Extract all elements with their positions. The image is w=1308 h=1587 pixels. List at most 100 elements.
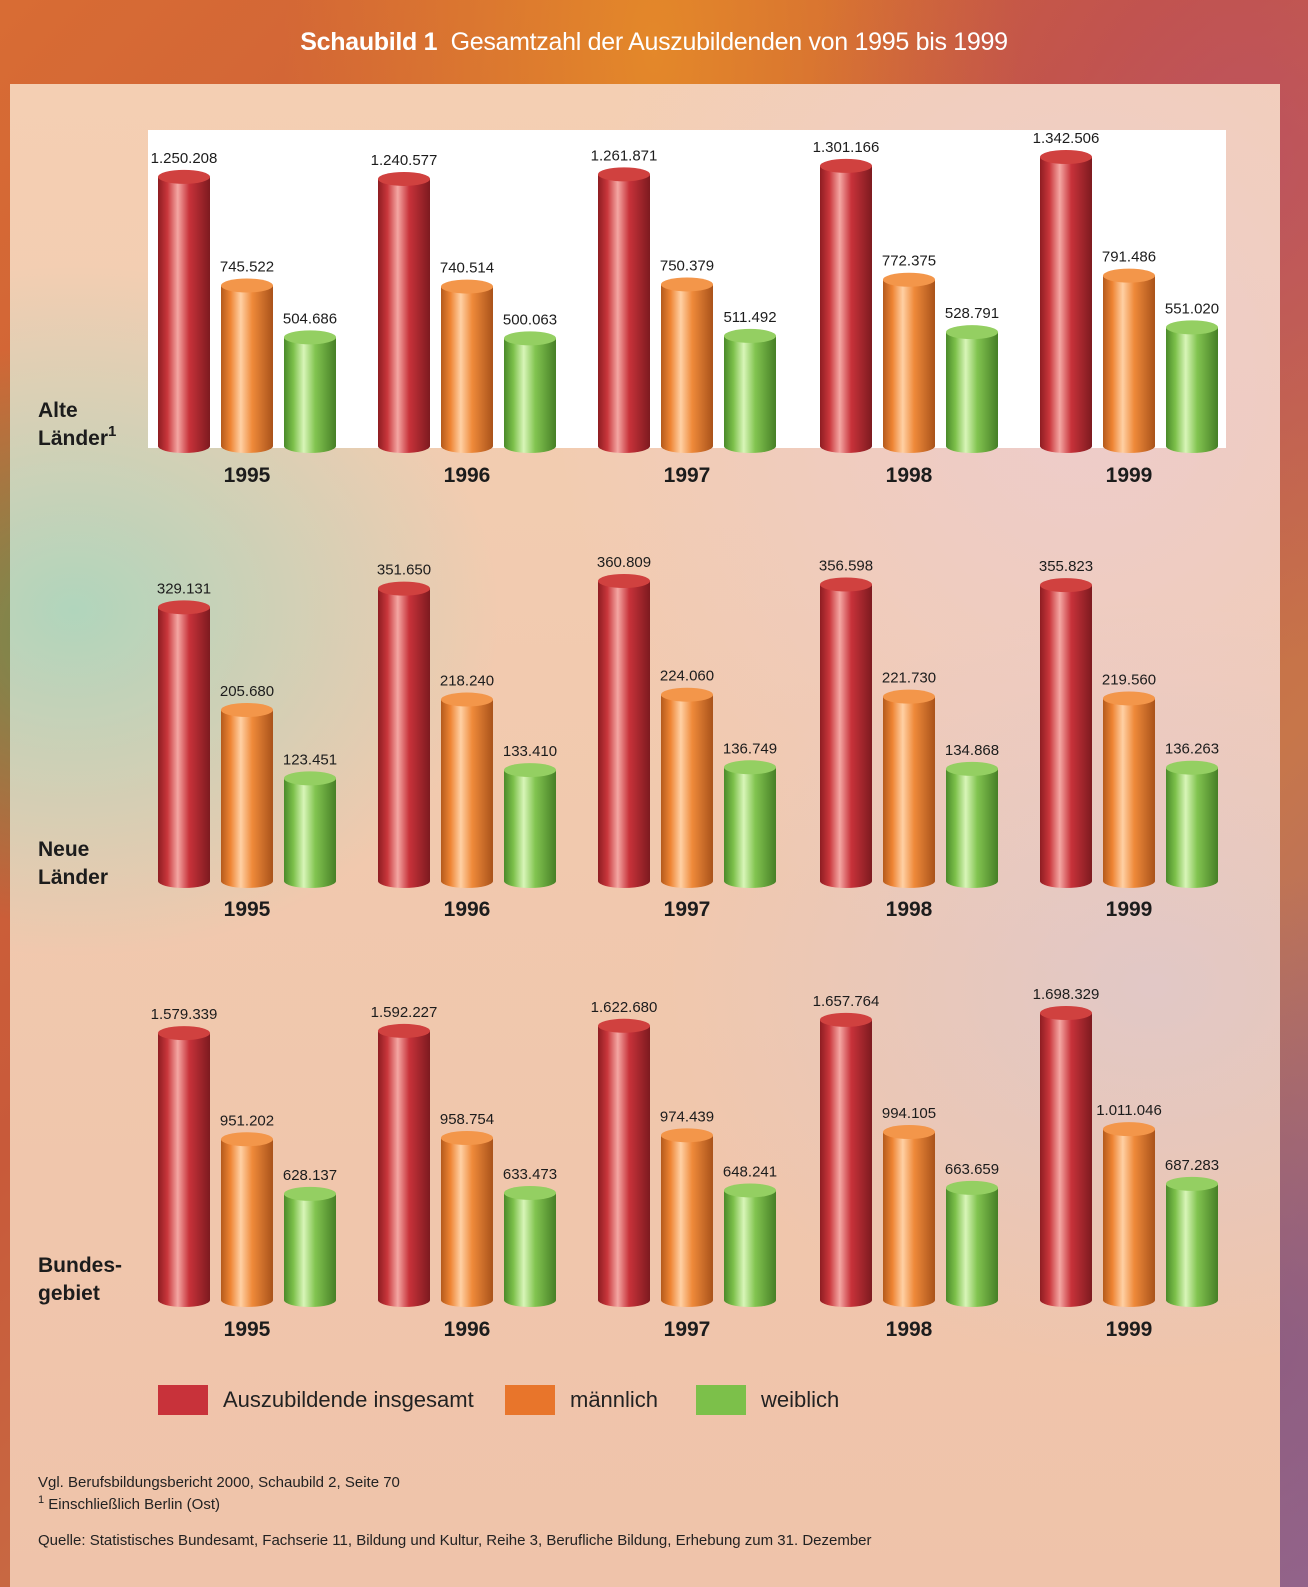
panel-label-2-0: Bundes- bbox=[38, 1254, 122, 1277]
year-label-1-1996: 1996 bbox=[444, 898, 491, 921]
reference-note: Vgl. Berufsbildungsbericht 2000, Schaubi… bbox=[38, 1474, 400, 1491]
bar-2-1995-1 bbox=[221, 1132, 273, 1307]
value-label-0-1999-1: 791.486 bbox=[1102, 249, 1156, 266]
bar-0-1996-1 bbox=[441, 279, 493, 453]
year-label-1-1997: 1997 bbox=[664, 898, 711, 921]
legend-item-maennlich: männlich bbox=[505, 1383, 658, 1417]
bar-1-1998-0 bbox=[820, 577, 872, 888]
value-label-2-1999-2: 687.283 bbox=[1165, 1157, 1219, 1174]
value-label-1-1996-0: 351.650 bbox=[377, 562, 431, 579]
bar-0-1997-0 bbox=[598, 167, 650, 453]
bar-1-1999-2 bbox=[1166, 760, 1218, 888]
bar-1-1998-2 bbox=[946, 761, 998, 888]
bar-1-1998-1 bbox=[883, 689, 935, 888]
bar-1-1999-1 bbox=[1103, 691, 1155, 888]
value-label-2-1998-2: 663.659 bbox=[945, 1161, 999, 1178]
year-label-2-1998: 1998 bbox=[886, 1318, 933, 1341]
bar-0-1999-1 bbox=[1103, 268, 1155, 453]
year-label-1-1998: 1998 bbox=[886, 898, 933, 921]
legend-item-insgesamt: Auszubildende insgesamt bbox=[158, 1383, 474, 1417]
value-label-2-1995-0: 1.579.339 bbox=[151, 1006, 218, 1023]
bar-2-1996-0 bbox=[378, 1023, 430, 1307]
year-label-2-1996: 1996 bbox=[444, 1318, 491, 1341]
year-label-0-1998: 1998 bbox=[886, 464, 933, 487]
value-label-0-1995-1: 745.522 bbox=[220, 259, 274, 276]
value-label-0-1998-0: 1.301.166 bbox=[813, 139, 880, 156]
value-label-2-1996-1: 958.754 bbox=[440, 1111, 494, 1128]
bar-0-1998-1 bbox=[883, 272, 935, 453]
value-label-1-1997-1: 224.060 bbox=[660, 668, 714, 685]
value-label-2-1999-0: 1.698.329 bbox=[1033, 986, 1100, 1003]
value-label-2-1995-2: 628.137 bbox=[283, 1167, 337, 1184]
legend-label-weiblich: weiblich bbox=[761, 1387, 840, 1412]
value-label-2-1997-1: 974.439 bbox=[660, 1108, 714, 1125]
bar-0-1996-0 bbox=[378, 171, 430, 453]
year-label-2-1995: 1995 bbox=[224, 1318, 271, 1341]
year-label-0-1995: 1995 bbox=[224, 464, 271, 487]
legend-swatch-maennlich bbox=[505, 1385, 555, 1415]
footnote-text: Einschließlich Berlin (Ost) bbox=[48, 1496, 221, 1513]
year-label-0-1997: 1997 bbox=[664, 464, 711, 487]
value-label-1-1997-2: 136.749 bbox=[723, 740, 777, 757]
bar-1-1995-2 bbox=[284, 771, 336, 888]
bar-0-1999-2 bbox=[1166, 320, 1218, 453]
bar-1-1996-2 bbox=[504, 763, 556, 888]
value-label-1-1997-0: 360.809 bbox=[597, 554, 651, 571]
bar-1-1996-1 bbox=[441, 692, 493, 888]
bar-1-1997-2 bbox=[724, 760, 776, 888]
value-label-0-1995-0: 1.250.208 bbox=[151, 150, 218, 167]
value-label-2-1995-1: 951.202 bbox=[220, 1112, 274, 1129]
bar-0-1997-1 bbox=[661, 277, 713, 453]
value-label-2-1996-0: 1.592.227 bbox=[371, 1004, 438, 1021]
value-label-1-1995-2: 123.451 bbox=[283, 751, 337, 768]
bar-1-1995-0 bbox=[158, 600, 210, 888]
bar-2-1998-0 bbox=[820, 1012, 872, 1307]
value-label-0-1996-0: 1.240.577 bbox=[371, 152, 438, 169]
value-label-1-1998-1: 221.730 bbox=[882, 670, 936, 687]
value-label-2-1998-0: 1.657.764 bbox=[813, 993, 880, 1010]
panel-label-1-1: Länder bbox=[38, 866, 108, 889]
chart-title-text: Gesamtzahl der Auszubildenden von 1995 b… bbox=[450, 28, 1008, 56]
legend-swatch-insgesamt bbox=[158, 1385, 208, 1415]
bar-0-1997-2 bbox=[724, 328, 776, 453]
value-label-0-1999-0: 1.342.506 bbox=[1033, 130, 1100, 147]
value-label-2-1999-1: 1.011.046 bbox=[1096, 1102, 1162, 1119]
bar-2-1998-1 bbox=[883, 1125, 935, 1307]
value-label-0-1999-2: 551.020 bbox=[1165, 300, 1219, 317]
bar-2-1998-2 bbox=[946, 1180, 998, 1307]
value-label-2-1997-2: 648.241 bbox=[723, 1163, 777, 1180]
value-label-1-1998-0: 356.598 bbox=[819, 558, 873, 575]
bar-1-1997-0 bbox=[598, 574, 650, 888]
value-label-1-1996-1: 218.240 bbox=[440, 673, 494, 690]
bar-1-1996-0 bbox=[378, 581, 430, 888]
bar-1-1995-1 bbox=[221, 702, 273, 888]
bar-2-1995-0 bbox=[158, 1026, 210, 1307]
value-label-0-1996-2: 500.063 bbox=[503, 311, 557, 328]
value-label-0-1997-0: 1.261.871 bbox=[591, 147, 658, 164]
bar-0-1995-1 bbox=[221, 278, 273, 453]
bar-2-1999-1 bbox=[1103, 1122, 1155, 1307]
year-label-1-1999: 1999 bbox=[1106, 898, 1153, 921]
bar-0-1996-2 bbox=[504, 331, 556, 453]
source-note: Quelle: Statistisches Bundesamt, Fachser… bbox=[38, 1532, 872, 1549]
bar-0-1995-2 bbox=[284, 330, 336, 453]
bar-2-1996-2 bbox=[504, 1185, 556, 1307]
value-label-1-1999-2: 136.263 bbox=[1165, 741, 1219, 758]
bar-2-1996-1 bbox=[441, 1130, 493, 1307]
value-label-1-1999-1: 219.560 bbox=[1102, 671, 1156, 688]
value-label-2-1997-0: 1.622.680 bbox=[591, 999, 658, 1016]
year-label-0-1996: 1996 bbox=[444, 464, 491, 487]
footnote: 1 Einschließlich Berlin (Ost) bbox=[38, 1494, 220, 1513]
bar-0-1999-0 bbox=[1040, 150, 1092, 453]
bar-1-1997-1 bbox=[661, 687, 713, 888]
value-label-0-1997-2: 511.492 bbox=[723, 309, 776, 326]
bar-2-1999-0 bbox=[1040, 1006, 1092, 1307]
bar-2-1997-2 bbox=[724, 1183, 776, 1307]
panel-label-0-1: Länder1 bbox=[38, 423, 116, 450]
value-label-1-1999-0: 355.823 bbox=[1039, 558, 1093, 575]
value-label-0-1997-1: 750.379 bbox=[660, 257, 714, 274]
value-label-0-1998-2: 528.791 bbox=[945, 305, 999, 322]
year-label-1-1995: 1995 bbox=[224, 898, 271, 921]
panel-label-0-0: Alte bbox=[38, 399, 78, 422]
